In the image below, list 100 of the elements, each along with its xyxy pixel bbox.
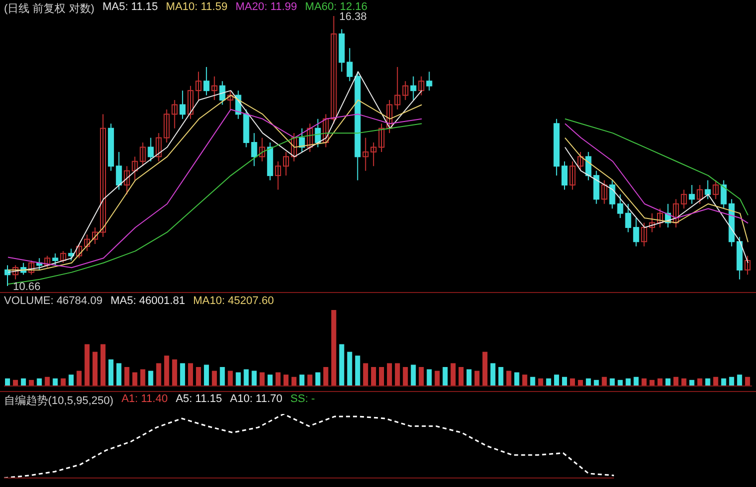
candlestick bbox=[251, 132, 258, 167]
bar bbox=[244, 369, 249, 386]
bar bbox=[379, 367, 384, 386]
candlestick bbox=[346, 48, 353, 82]
bar bbox=[44, 376, 50, 386]
candlestick bbox=[211, 76, 218, 101]
annotation: 10.66 bbox=[12, 280, 41, 293]
bar bbox=[418, 367, 424, 386]
bar bbox=[546, 378, 552, 386]
chart-title: VOLUME: 46784.09 bbox=[4, 295, 102, 307]
candlestick bbox=[330, 16, 337, 124]
bar bbox=[132, 372, 138, 386]
bar bbox=[268, 374, 273, 386]
bar bbox=[363, 363, 368, 386]
bar bbox=[705, 378, 710, 386]
bar bbox=[498, 367, 504, 386]
bar bbox=[196, 367, 201, 386]
candlestick bbox=[12, 264, 18, 280]
candlestick bbox=[140, 142, 146, 167]
candlestick bbox=[195, 71, 202, 101]
candlestick bbox=[402, 80, 408, 101]
bar bbox=[60, 378, 66, 386]
candlestick bbox=[172, 100, 178, 129]
bar bbox=[100, 344, 106, 386]
bar bbox=[355, 356, 360, 386]
bar bbox=[5, 378, 10, 386]
candlestick bbox=[52, 252, 58, 266]
bar bbox=[260, 372, 265, 386]
candlestick bbox=[188, 85, 194, 120]
bar bbox=[36, 378, 42, 386]
bar bbox=[434, 370, 440, 386]
bar bbox=[626, 378, 631, 386]
text: A1: 11.40 bbox=[121, 393, 168, 407]
bar bbox=[228, 370, 233, 386]
bar bbox=[594, 380, 599, 386]
bar bbox=[394, 363, 400, 386]
candlestick bbox=[394, 66, 400, 110]
bar bbox=[236, 372, 241, 386]
bar bbox=[474, 370, 480, 386]
candlestick bbox=[259, 137, 266, 162]
bar bbox=[538, 378, 544, 386]
candlestick bbox=[180, 90, 186, 120]
bar bbox=[650, 380, 655, 386]
bar bbox=[92, 352, 98, 386]
bar bbox=[578, 380, 583, 386]
bar bbox=[602, 376, 607, 386]
candlestick bbox=[378, 123, 384, 152]
candlestick bbox=[84, 234, 90, 252]
bar bbox=[642, 378, 647, 386]
bar bbox=[618, 380, 623, 386]
bar bbox=[610, 378, 615, 386]
bar bbox=[729, 376, 734, 386]
text: A5: 11.15 bbox=[176, 393, 222, 407]
bar bbox=[212, 370, 217, 386]
bar bbox=[20, 378, 26, 386]
bar bbox=[84, 344, 90, 386]
bar bbox=[634, 376, 639, 386]
bar bbox=[386, 363, 392, 386]
candlestick bbox=[362, 137, 369, 172]
bar bbox=[252, 370, 257, 386]
bar bbox=[665, 378, 670, 386]
text: MA20: 11.99 bbox=[235, 1, 298, 15]
bar bbox=[339, 344, 344, 386]
bar bbox=[689, 380, 694, 386]
bar bbox=[514, 372, 520, 386]
bar bbox=[562, 376, 568, 386]
candlestick bbox=[164, 108, 170, 144]
candlestick bbox=[156, 132, 162, 162]
candlestick bbox=[370, 142, 377, 167]
candlestick bbox=[68, 248, 74, 262]
bar bbox=[124, 367, 130, 386]
candlestick bbox=[116, 151, 122, 190]
bar bbox=[697, 378, 702, 386]
bar bbox=[554, 374, 560, 386]
bar bbox=[76, 370, 82, 386]
candlestick bbox=[28, 260, 34, 276]
bar bbox=[220, 367, 225, 386]
candlestick bbox=[203, 66, 210, 96]
candlestick bbox=[426, 71, 432, 92]
bar bbox=[140, 369, 146, 386]
candlestick bbox=[44, 255, 50, 268]
bar bbox=[108, 359, 114, 386]
bar bbox=[284, 374, 289, 386]
candlestick bbox=[219, 80, 226, 106]
candlestick bbox=[283, 151, 290, 176]
text: MA5: 11.15 bbox=[102, 1, 158, 15]
bar bbox=[737, 374, 742, 386]
bar bbox=[721, 378, 726, 386]
candlestick bbox=[124, 166, 130, 195]
text: MA10: 11.59 bbox=[166, 1, 228, 15]
bar bbox=[307, 374, 312, 386]
bar bbox=[745, 376, 750, 386]
bar bbox=[116, 363, 122, 386]
candlestick bbox=[60, 250, 66, 264]
bar bbox=[180, 363, 186, 386]
bar bbox=[681, 378, 686, 386]
bar bbox=[530, 376, 536, 386]
bar bbox=[570, 378, 575, 386]
candlestick bbox=[92, 226, 98, 244]
bar bbox=[371, 367, 376, 386]
